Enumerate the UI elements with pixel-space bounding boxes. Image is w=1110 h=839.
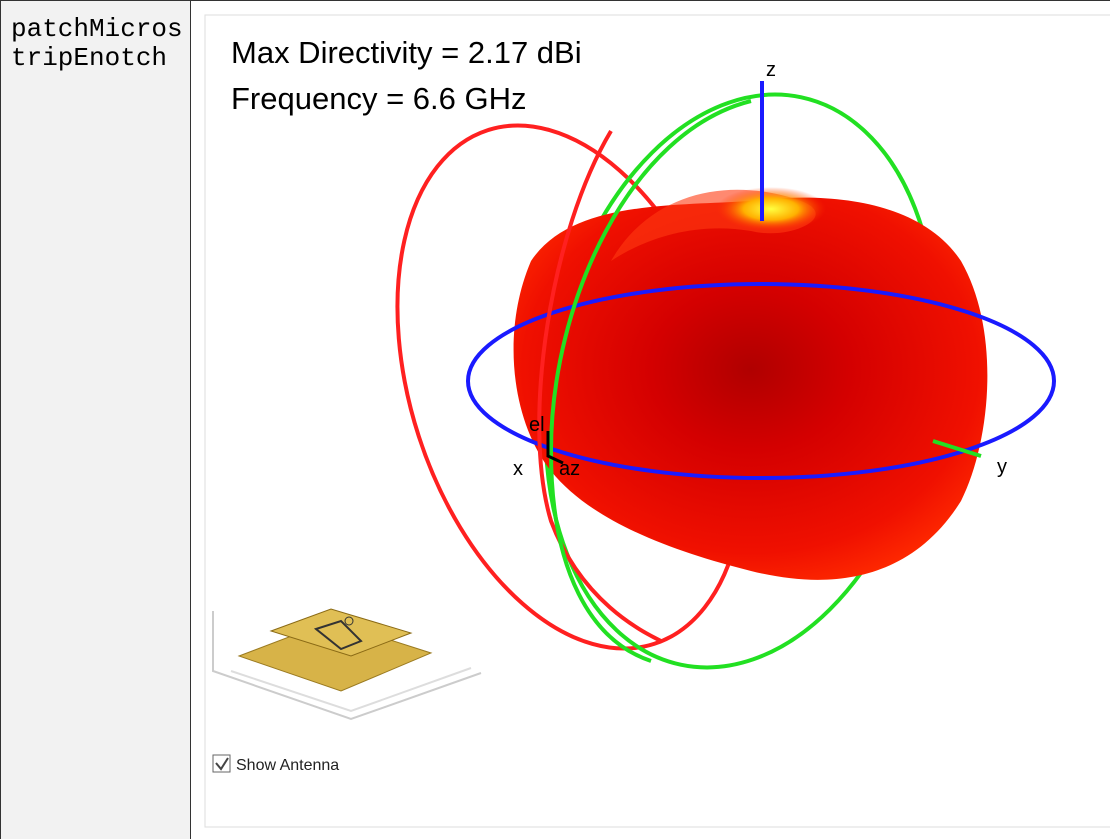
ring-green-front [548, 99, 752, 663]
pattern-figure: Max Directivity = 2.17 dBi Frequency = 6… [204, 14, 1110, 828]
checkbox-label[interactable]: Show Antenna [236, 757, 339, 774]
title-line: Frequency = 6.6 GHz [231, 81, 527, 116]
checkbox-check [215, 757, 229, 771]
axis-label: el [529, 414, 545, 436]
title-line: Max Directivity = 2.17 dBi [231, 35, 582, 70]
el-az-marker [546, 431, 564, 465]
axis-label: y [997, 456, 1007, 478]
antenna-name: patchMicrostripEnotch [11, 14, 183, 73]
figure-cell: Max Directivity = 2.17 dBi Frequency = 6… [190, 0, 1110, 839]
axis-label: az [559, 458, 580, 480]
lobe-peak [716, 187, 826, 231]
checkbox[interactable] [212, 754, 231, 773]
axis-label: x [513, 458, 523, 480]
y-axis [932, 439, 982, 458]
name-cell: patchMicrostripEnotch [0, 0, 190, 839]
ring-red-front [537, 129, 662, 643]
antenna-thumbnail [212, 608, 482, 721]
axis-label: z [766, 59, 776, 81]
ring-blue [466, 282, 1056, 480]
